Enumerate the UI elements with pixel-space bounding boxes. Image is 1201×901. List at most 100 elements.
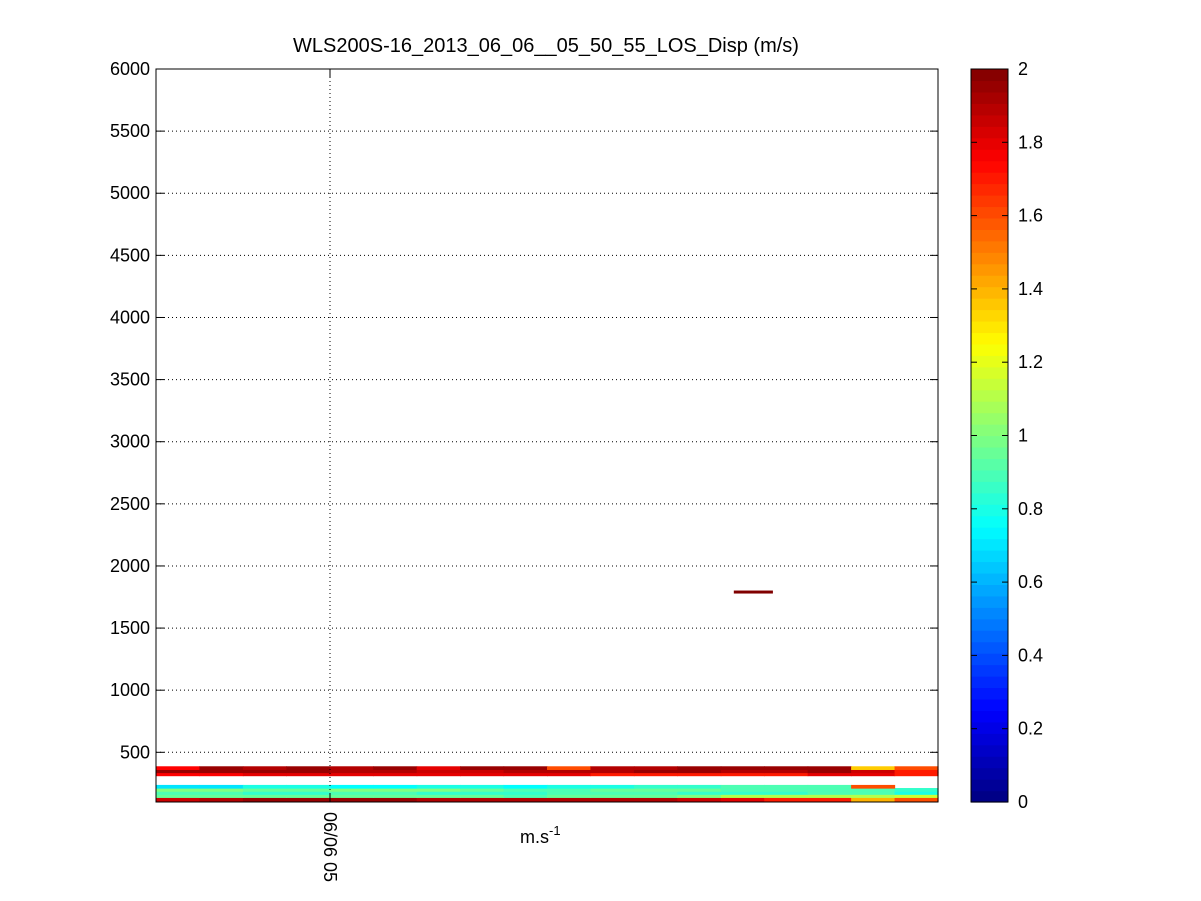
colorbar-band (971, 698, 1008, 711)
heatmap-cell (286, 794, 331, 798)
heatmap-cell (894, 794, 939, 798)
colorbar-tick-label: 0.8 (1018, 499, 1043, 519)
heatmap-cell (547, 784, 592, 789)
heatmap-cell (807, 800, 852, 802)
heatmap-cell (677, 800, 722, 802)
heatmap-cell (503, 788, 548, 792)
heatmap-cell (547, 797, 592, 802)
heatmap-cell (242, 794, 287, 798)
heatmap-cell (764, 766, 809, 770)
colorbar-band (971, 194, 1008, 208)
heatmap-cell (590, 797, 635, 802)
colorbar-band (971, 481, 1008, 494)
heatmap-cell (373, 794, 418, 798)
heatmap-cell (677, 784, 722, 789)
colorbar-band (971, 263, 1008, 276)
heatmap-cell (851, 797, 896, 802)
colorbar-band (971, 538, 1008, 551)
colorbar-band (971, 664, 1008, 677)
heatmap-cell (590, 784, 635, 789)
heatmap-cell (286, 772, 331, 777)
heatmap-cell (547, 769, 592, 774)
heatmap-cell (807, 772, 852, 777)
heatmap-cell (460, 769, 505, 774)
heatmap-cell (460, 791, 505, 795)
heatmap-cell (329, 800, 374, 802)
colorbar-band (971, 424, 1008, 437)
colorbar-band (971, 767, 1008, 780)
colorbar-band (971, 69, 1008, 82)
heatmap-cell (807, 788, 852, 792)
heatmap-cell (373, 766, 418, 770)
colorbar-band (971, 492, 1008, 505)
y-axis: 500 1000 1500 2000 2500 3000 3500 4000 4500 5000 5… (110, 59, 938, 762)
heatmap-cell (156, 788, 201, 792)
heatmap-cell (851, 772, 896, 777)
heatmap-cell (894, 769, 939, 774)
colorbar-band (971, 80, 1008, 93)
colorbar-band (971, 607, 1008, 620)
colorbar-axis: 0 0.2 0.4 0.6 0.8 1 1.2 1.4 1.6 1.8 2 (971, 59, 1043, 812)
colorbar-band (971, 332, 1008, 345)
heatmap-cell (677, 772, 722, 777)
colorbar-tick-label: 0.4 (1018, 645, 1043, 665)
heatmap-cell (547, 791, 592, 795)
heatmap-cell (242, 784, 287, 789)
colorbar-band (971, 721, 1008, 734)
heatmap-cell (677, 797, 722, 802)
colorbar-band (971, 756, 1008, 769)
heatmap-cell (242, 791, 287, 795)
y-tick-label: 3500 (110, 370, 150, 390)
heatmap-cell (503, 784, 548, 789)
colorbar-band (971, 595, 1008, 608)
heatmap-cell (199, 784, 244, 789)
heatmap-cell (460, 794, 505, 798)
heatmap-cell (633, 784, 678, 789)
heatmap-cell (764, 772, 809, 777)
heatmap-cell (590, 791, 635, 795)
heatmap-cell (286, 766, 331, 770)
heatmap-cell (807, 784, 852, 789)
heatmap-cell (460, 788, 505, 792)
heatmap-cell (416, 794, 461, 798)
colorbar-band (971, 504, 1008, 517)
heatmap-cell (156, 784, 201, 789)
heatmap-cell (242, 772, 287, 777)
colorbar-tick-label: 0.6 (1018, 572, 1043, 592)
colorbar-band (971, 91, 1008, 104)
heatmap-cell (416, 766, 461, 770)
heatmap-cell (547, 766, 592, 770)
colorbar-band (971, 240, 1008, 253)
heatmap-cell (720, 800, 765, 802)
y-tick-label: 5500 (110, 121, 150, 141)
colorbar-tick-label: 0 (1018, 792, 1028, 812)
heatmap-cell (720, 791, 765, 795)
colorbar-band (971, 309, 1008, 322)
colorbar-band (971, 355, 1008, 368)
heatmap-cell (329, 791, 374, 795)
heatmap-cell (242, 800, 287, 802)
colorbar-band (971, 172, 1008, 185)
heatmap-cell (373, 788, 418, 792)
colorbar-band (971, 298, 1008, 311)
colorbar-band (971, 469, 1008, 482)
colorbar-band (971, 687, 1008, 700)
colorbar-band (971, 160, 1008, 173)
heatmap-cell (503, 772, 548, 777)
colorbar-band (971, 572, 1008, 585)
colorbar-band (971, 103, 1008, 116)
colorbar-band (971, 435, 1008, 448)
heatmap-cell (286, 791, 331, 795)
heatmap-cell (416, 772, 461, 777)
heatmap-cell (807, 766, 852, 770)
heatmap-cell (373, 791, 418, 795)
heatmap-cell (199, 788, 244, 792)
heatmap-cell (677, 788, 722, 792)
colorbar-band (971, 183, 1008, 196)
x-axis-label-text: m.s (520, 827, 549, 847)
x-axis-label-superscript: -1 (549, 823, 561, 838)
heatmap-cell (286, 797, 331, 802)
y-tick-label: 6000 (110, 59, 150, 79)
heatmap-cell (242, 788, 287, 792)
